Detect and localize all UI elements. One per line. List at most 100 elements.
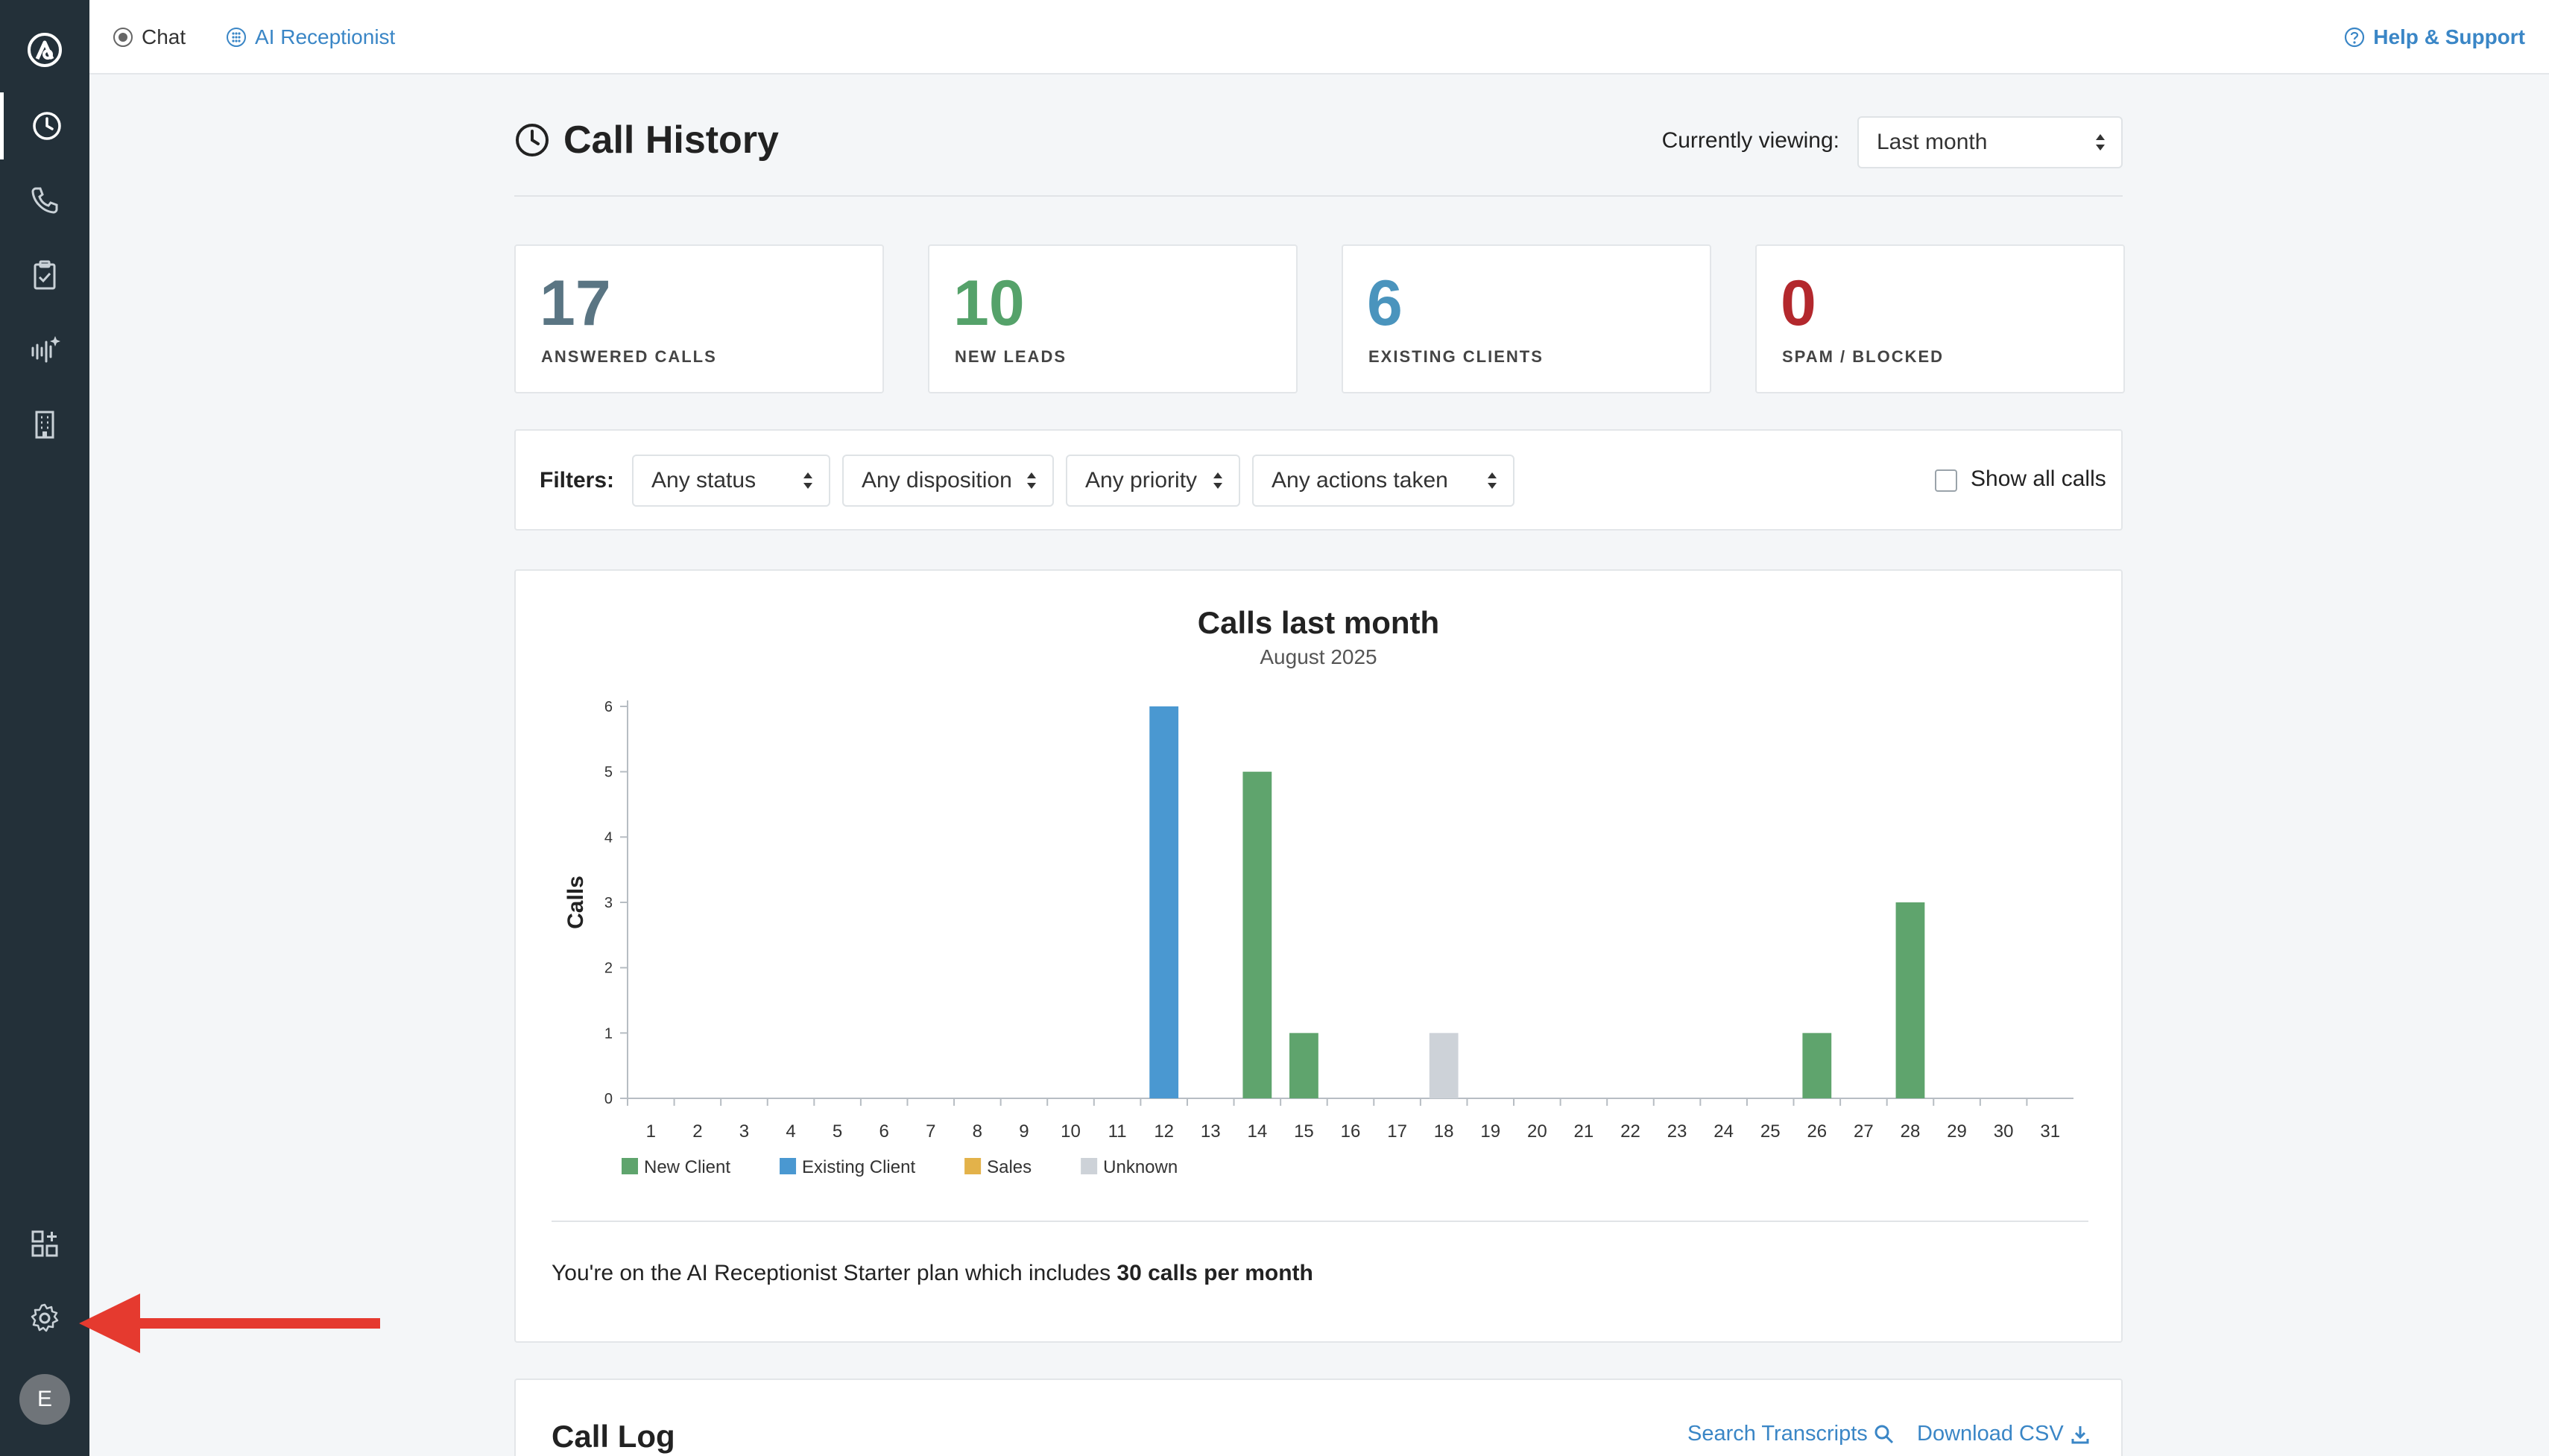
- tab-chat[interactable]: Chat: [112, 21, 186, 54]
- chart-card: Calls last month August 2025 0 1 2 3 4 5 6 Call…: [514, 569, 2123, 1343]
- stat-label: EXISTING CLIENTS: [1368, 347, 1544, 366]
- tab-ai-receptionist-label: AI Receptionist: [255, 25, 396, 48]
- status-filter-select[interactable]: Any status: [632, 455, 830, 507]
- disposition-filter-select[interactable]: Any disposition: [842, 455, 1054, 507]
- actions-filter-select[interactable]: Any actions taken: [1252, 455, 1514, 507]
- bar-new-client: [1242, 771, 1272, 1098]
- x-tick-label: 27: [1854, 1121, 1874, 1142]
- stat-card-spam: 0 SPAM / BLOCKED: [1755, 244, 2125, 393]
- tab-chat-label: Chat: [142, 25, 186, 48]
- sidebar-item-phone[interactable]: [0, 167, 89, 234]
- y-tick-label: 0: [604, 1091, 613, 1107]
- show-all-calls-checkbox[interactable]: [1935, 469, 1957, 492]
- avatar[interactable]: E: [19, 1374, 70, 1425]
- y-tick-label: 6: [604, 699, 613, 715]
- x-tick-label: 7: [926, 1121, 935, 1142]
- x-tick-label: 26: [1807, 1121, 1827, 1142]
- stat-value: 6: [1367, 268, 1403, 339]
- plan-info-text: You're on the AI Receptionist Starter pl…: [552, 1261, 1313, 1286]
- x-tick-label: 15: [1294, 1121, 1314, 1142]
- clock-icon: [516, 124, 549, 156]
- y-tick-label: 1: [604, 1025, 613, 1042]
- clipboard-check-icon: [34, 260, 56, 290]
- search-transcripts-link[interactable]: Search Transcripts: [1687, 1422, 1895, 1446]
- x-tick-label: 23: [1667, 1121, 1687, 1142]
- sidebar-item-business[interactable]: [0, 390, 89, 458]
- divider: [552, 1221, 2088, 1222]
- x-tick-label: 3: [739, 1121, 749, 1142]
- logo-svg: [28, 33, 62, 67]
- legend-label: Existing Client: [802, 1157, 915, 1177]
- page-title-text: Call History: [563, 118, 779, 162]
- plan-text-regular: You're on the AI Receptionist Starter pl…: [552, 1261, 1117, 1285]
- sidebar-item-settings[interactable]: [0, 1285, 89, 1352]
- apps-grid-icon: [31, 1230, 58, 1257]
- clock-icon: [32, 112, 61, 140]
- tab-ai-receptionist[interactable]: AI Receptionist: [225, 21, 395, 54]
- actions-filter-value: Any actions taken: [1272, 468, 1448, 493]
- stat-card-answered: 17 ANSWERED CALLS: [514, 244, 884, 393]
- phone-icon: [31, 187, 58, 214]
- download-csv-label: Download CSV: [1917, 1422, 2064, 1446]
- x-tick-label: 17: [1387, 1121, 1407, 1142]
- bar-existing-client: [1149, 706, 1179, 1098]
- dial-pad-icon: [227, 28, 246, 47]
- sort-arrows-icon: [803, 472, 812, 489]
- call-log-card: Call Log Search Transcripts Download CSV: [514, 1379, 2123, 1456]
- bar-new-client: [1895, 902, 1925, 1098]
- sidebar-item-call-history[interactable]: [0, 92, 89, 159]
- legend-label: Sales: [987, 1157, 1032, 1177]
- annotation-arrow: [79, 1294, 380, 1353]
- x-tick-label: 20: [1527, 1121, 1547, 1142]
- stat-label: ANSWERED CALLS: [541, 347, 717, 366]
- page-header: Call History Currently viewing: Last mon…: [514, 112, 2123, 197]
- download-csv-link[interactable]: Download CSV: [1917, 1422, 2091, 1446]
- sort-arrows-icon: [1488, 472, 1497, 489]
- x-tick-label: 29: [1947, 1121, 1967, 1142]
- disposition-filter-value: Any disposition: [862, 468, 1012, 493]
- filters-bar: Filters: Any status Any disposition Any …: [514, 429, 2123, 531]
- y-tick-label: 2: [604, 960, 613, 977]
- legend-swatch: [1081, 1158, 1098, 1174]
- x-tick-label: 24: [1713, 1121, 1734, 1142]
- period-select[interactable]: Last month: [1857, 116, 2123, 168]
- x-tick-label: 14: [1247, 1121, 1267, 1142]
- sort-arrows-icon: [1213, 472, 1222, 489]
- sidebar-item-ai-voice[interactable]: [0, 316, 89, 383]
- x-tick-label: 1: [646, 1121, 656, 1142]
- x-tick-label: 13: [1201, 1121, 1221, 1142]
- legend-swatch: [780, 1158, 797, 1174]
- x-tick-label: 28: [1901, 1121, 1921, 1142]
- legend-label: New Client: [644, 1157, 730, 1177]
- stat-card-existing-clients: 6 EXISTING CLIENTS: [1342, 244, 1711, 393]
- stat-value: 10: [953, 268, 1025, 339]
- sidebar-item-apps[interactable]: [0, 1210, 89, 1277]
- x-tick-label: 25: [1760, 1121, 1781, 1142]
- bar-unknown: [1429, 1033, 1459, 1098]
- x-tick-label: 11: [1108, 1121, 1127, 1142]
- show-all-calls-label[interactable]: Show all calls: [1971, 466, 2106, 491]
- x-tick-label: 10: [1061, 1121, 1081, 1142]
- y-tick-label: 4: [604, 829, 613, 846]
- sound-sparkle-icon: [31, 336, 60, 363]
- priority-filter-select[interactable]: Any priority: [1066, 455, 1240, 507]
- top-bar: Chat AI Receptionist Help & Support: [89, 0, 2549, 75]
- logo-icon[interactable]: [0, 16, 89, 83]
- x-tick-label: 12: [1154, 1121, 1174, 1142]
- currently-viewing-label: Currently viewing:: [1661, 128, 1839, 153]
- call-log-title: Call Log: [552, 1419, 675, 1454]
- building-icon: [35, 411, 54, 439]
- legend-label: Unknown: [1103, 1157, 1178, 1177]
- x-tick-label: 31: [2040, 1121, 2060, 1142]
- x-tick-label: 18: [1434, 1121, 1454, 1142]
- x-tick-label: 2: [692, 1121, 702, 1142]
- filters-label: Filters:: [540, 468, 615, 493]
- x-tick-label: 6: [879, 1121, 889, 1142]
- x-tick-label: 19: [1480, 1121, 1500, 1142]
- stat-label: NEW LEADS: [955, 347, 1067, 366]
- download-icon: [2071, 1425, 2089, 1443]
- help-support-link[interactable]: Help & Support: [2343, 21, 2525, 54]
- sidebar-item-tasks[interactable]: [0, 241, 89, 308]
- stat-label: SPAM / BLOCKED: [1782, 347, 1945, 366]
